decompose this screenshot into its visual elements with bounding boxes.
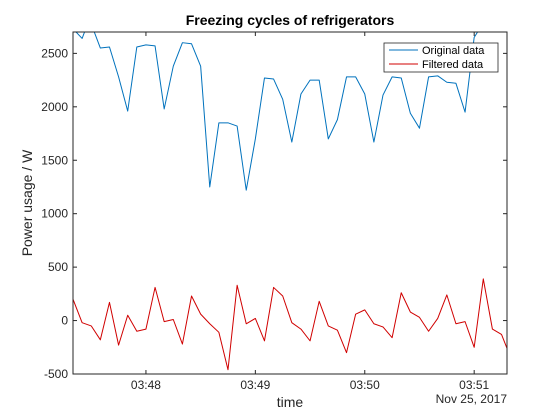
y-tick-label: 1500 xyxy=(41,153,68,167)
chart-title: Freezing cycles of refrigerators xyxy=(186,12,395,28)
y-tick-label: -500 xyxy=(44,367,68,381)
legend-box xyxy=(383,42,499,73)
y-tick-label: 2500 xyxy=(41,46,68,60)
y-tick-label: 2000 xyxy=(41,100,68,114)
x-axis-date-label: Nov 25, 2017 xyxy=(436,392,508,406)
x-axis-label: time xyxy=(277,394,304,410)
legend-label-filtered-data: Filtered data xyxy=(422,59,484,71)
y-tick-label: 500 xyxy=(48,260,68,274)
x-tick-label: 03:51 xyxy=(459,378,489,392)
y-axis: -500 0 500 1000 1500 2000 2500 xyxy=(41,46,507,381)
series-layer xyxy=(73,32,507,371)
x-tick-label: 03:50 xyxy=(350,378,380,392)
legend: Original data Filtered data xyxy=(383,42,499,73)
legend-label-original-data: Original data xyxy=(422,45,485,57)
series-line-filtered-data xyxy=(73,278,507,371)
axes-box xyxy=(72,31,508,375)
y-tick-label: 1000 xyxy=(41,207,68,221)
y-axis-label: Power usage / W xyxy=(19,149,35,256)
x-tick-label: 03:48 xyxy=(131,378,161,392)
x-tick-label: 03:49 xyxy=(240,378,270,392)
y-tick-label: 0 xyxy=(61,314,68,328)
series-line-original-data xyxy=(75,32,479,191)
plot-area xyxy=(73,32,507,374)
x-axis: 03:48 03:49 03:50 03:51 xyxy=(131,32,490,392)
